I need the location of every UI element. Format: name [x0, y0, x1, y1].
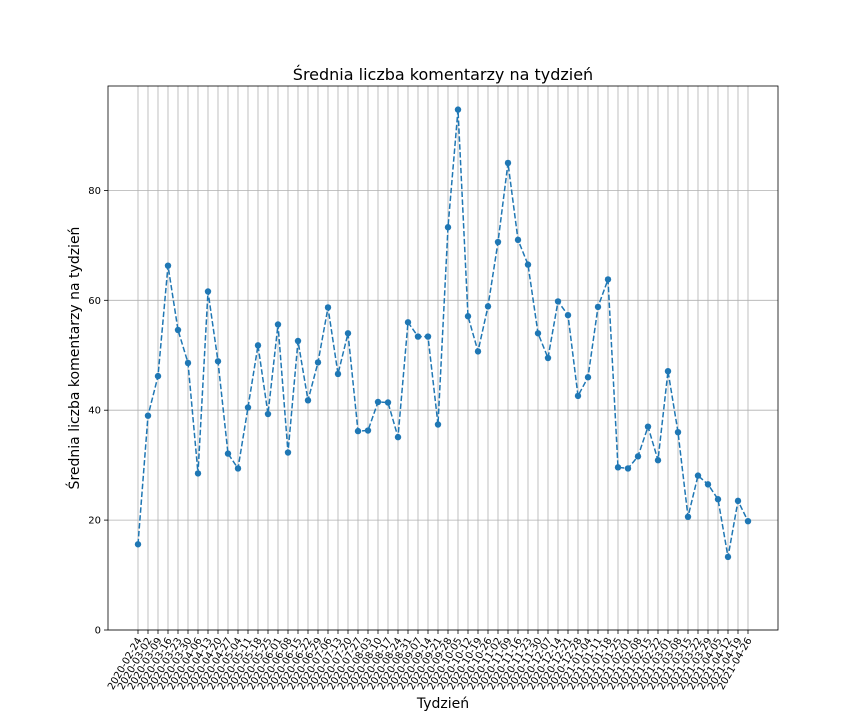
data-point [634, 453, 642, 460]
data-point [284, 449, 292, 456]
data-point [274, 321, 282, 328]
data-point [544, 354, 552, 362]
y-tick-label: 20 [88, 516, 101, 527]
y-axis-ticks: 0 20 40 60 80 [88, 186, 108, 637]
plot-frame [107, 85, 779, 631]
data-point [334, 370, 342, 378]
series-line [137, 109, 749, 558]
data-point [724, 553, 732, 561]
data-point [224, 450, 232, 457]
data-point [304, 397, 312, 404]
data-point [554, 298, 562, 305]
vertical-gridlines [137, 86, 749, 630]
data-point [264, 410, 272, 418]
data-point [234, 465, 242, 472]
data-point [574, 392, 582, 400]
data-point [364, 427, 372, 434]
x-axis-ticks: 2020-02-242020-03-022020-03-092020-03-16… [106, 630, 755, 692]
horizontal-gridlines [108, 190, 778, 631]
chart-title: Średnia liczba komentarzy na tydzień [293, 65, 593, 84]
data-point [654, 457, 662, 464]
data-point [624, 465, 632, 472]
y-axis-label: Średnia liczba komentarzy na tydzień [65, 227, 83, 490]
data-point [244, 404, 252, 411]
data-point [444, 224, 452, 231]
data-point [604, 276, 612, 283]
data-point [214, 358, 222, 365]
y-tick-label: 80 [88, 186, 101, 197]
x-axis-label: Tydzień [416, 696, 469, 712]
data-point [674, 428, 682, 436]
data-point [484, 303, 492, 310]
data-point [734, 497, 742, 505]
data-point [174, 326, 182, 334]
data-point [164, 262, 172, 269]
data-point [664, 367, 672, 375]
series-points [134, 106, 752, 561]
data-point [314, 359, 322, 366]
data-point [194, 470, 202, 477]
data-point [204, 288, 212, 295]
data-point [744, 518, 752, 525]
data-point [504, 159, 512, 167]
data-point [474, 348, 482, 355]
data-point [384, 399, 392, 406]
data-point [374, 398, 382, 406]
data-point [524, 261, 532, 268]
data-point [154, 372, 162, 380]
data-point [534, 330, 542, 337]
data-point [414, 333, 422, 340]
data-point [644, 423, 652, 430]
data-point [394, 433, 402, 441]
data-point [464, 313, 472, 320]
data-point [184, 359, 192, 367]
y-tick-label: 60 [88, 296, 101, 307]
data-point [714, 496, 722, 503]
data-point [454, 106, 462, 113]
y-tick-label: 0 [95, 626, 101, 637]
data-point [494, 238, 502, 246]
data-point [584, 374, 592, 381]
data-point [144, 412, 152, 419]
data-point [434, 421, 442, 428]
data-point [134, 541, 142, 548]
data-point [324, 304, 332, 311]
data-point [424, 333, 432, 340]
data-point [614, 464, 622, 471]
data-point [704, 481, 712, 488]
data-point [404, 319, 412, 326]
data-point [694, 472, 702, 479]
y-tick-label: 40 [88, 406, 101, 417]
data-point [344, 330, 352, 337]
data-point [594, 303, 602, 311]
data-point [684, 513, 692, 521]
data-point [564, 311, 572, 319]
data-point [254, 342, 262, 349]
data-point [514, 236, 522, 244]
data-point [294, 337, 302, 345]
data-point [354, 427, 362, 435]
